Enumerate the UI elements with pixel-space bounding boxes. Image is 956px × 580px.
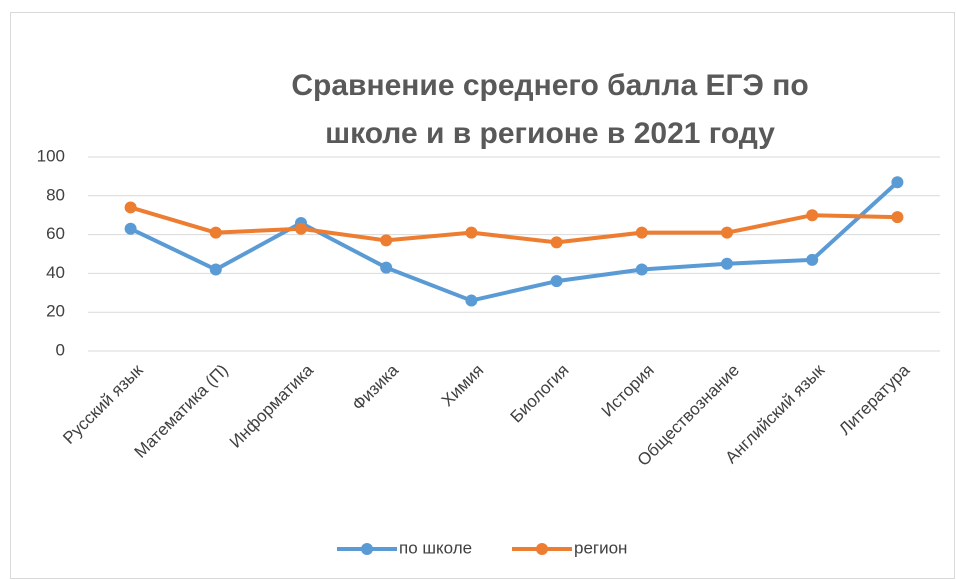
x-tick-label: Информатика [226,360,317,451]
series-line [130,205,898,245]
point [209,263,222,276]
point [124,222,137,235]
x-tick-label: Литература [835,360,913,438]
point [465,226,478,239]
point [380,234,393,247]
y-tick-label: 60 [46,224,65,243]
point [891,176,904,189]
chart-border [10,12,955,579]
y-tick-label: 40 [46,263,65,282]
point [635,226,648,239]
chart-title: Сравнение среднего балла ЕГЭ по школе и … [291,69,809,150]
y-tick-label: 80 [46,185,65,204]
point [806,253,819,266]
x-tick-label: Физика [348,360,402,414]
y-tick-label: 100 [37,146,65,165]
point [550,236,563,249]
point [721,257,733,270]
point [635,263,648,276]
x-tick-label: История [598,361,658,421]
point [380,261,393,274]
point [295,222,307,235]
point [209,226,222,239]
y-tick-label: 0 [56,340,65,359]
point [806,209,819,222]
series-line [129,180,899,303]
y-tick-label: 20 [46,302,65,321]
point [721,226,733,239]
x-tick-label: Биология [507,361,573,427]
legend-marker [361,543,373,555]
legend-label: по школе [399,538,472,557]
x-tick-label: Химия [438,361,488,411]
legend-label: регион [574,538,627,557]
legend-marker [536,543,548,555]
x-tick-label: Русский язык [59,360,147,448]
point [891,211,904,224]
point [465,294,478,307]
x-tick-label: Математика (П) [131,361,232,462]
point [550,275,563,288]
point [124,201,137,214]
